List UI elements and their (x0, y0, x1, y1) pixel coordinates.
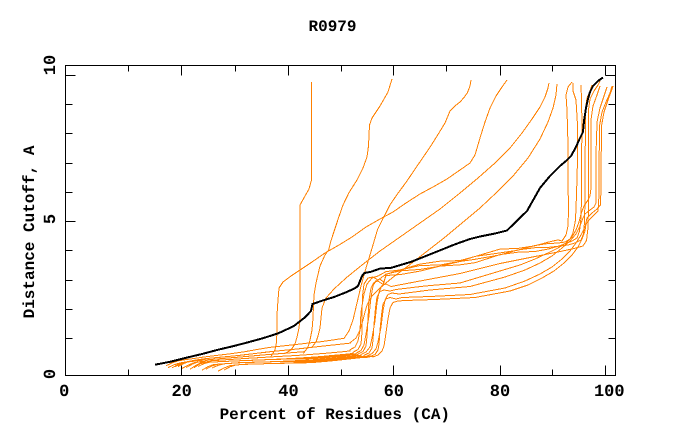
svg-text:5: 5 (42, 214, 61, 224)
svg-text:0: 0 (59, 383, 69, 402)
svg-text:80: 80 (490, 383, 510, 402)
svg-text:100: 100 (594, 383, 625, 402)
svg-text:60: 60 (384, 383, 404, 402)
svg-text:Percent of Residues (CA): Percent of Residues (CA) (220, 406, 450, 424)
svg-text:R0979: R0979 (308, 18, 356, 36)
svg-text:0: 0 (42, 369, 61, 379)
svg-text:40: 40 (278, 383, 298, 402)
svg-text:20: 20 (171, 383, 191, 402)
svg-text:10: 10 (42, 55, 61, 75)
svg-text:Distance Cutoff, A: Distance Cutoff, A (21, 145, 39, 318)
